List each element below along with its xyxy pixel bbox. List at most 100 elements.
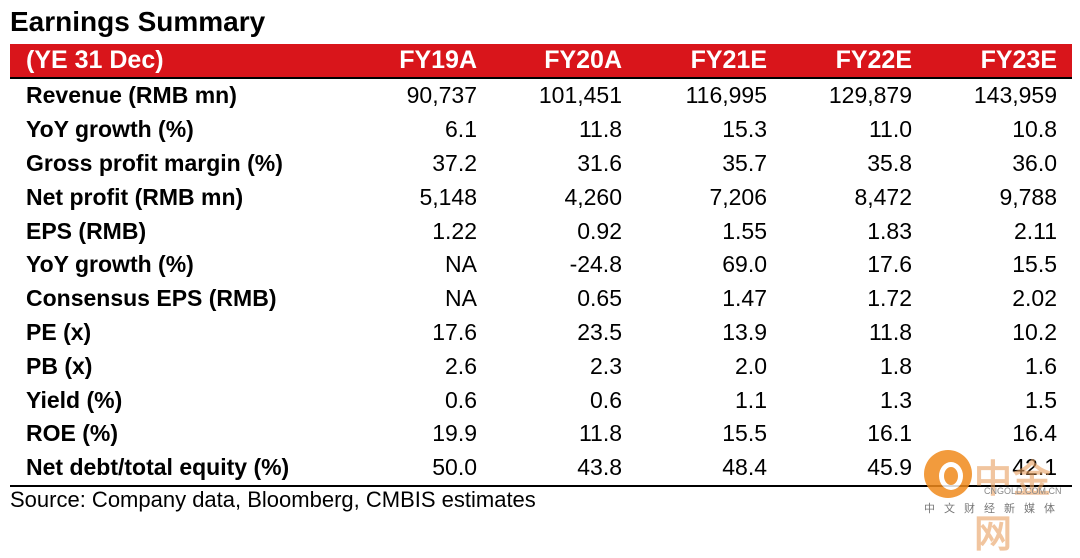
row-label: ROE (%) [26, 420, 118, 447]
row-value: 48.4 [722, 454, 767, 481]
row-value: 11.8 [868, 318, 912, 345]
row-value: NA [445, 285, 477, 312]
row-value: 1.72 [867, 285, 912, 312]
row-label: Net debt/total equity (%) [26, 454, 290, 481]
earnings-table: (YE 31 Dec) FY19A FY20A FY21E FY22E FY23… [10, 44, 1072, 487]
row-value: 0.6 [590, 386, 622, 413]
row-value: 35.8 [867, 149, 912, 176]
row-value: 0.6 [445, 386, 477, 413]
row-value: 1.6 [1025, 352, 1057, 379]
row-value: 11.0 [868, 116, 912, 143]
table-row: Net debt/total equity (%) 50.0 43.8 48.4 45.… [10, 451, 1072, 485]
row-value: 2.3 [590, 352, 622, 379]
row-label: EPS (RMB) [26, 217, 147, 244]
row-value: 16.4 [1012, 420, 1057, 447]
header-cell-period: (YE 31 Dec) [26, 46, 164, 74]
table-row: Net profit (RMB mn) 5,148 4,260 7,206 8,472 9… [10, 180, 1072, 214]
row-label: PE (x) [26, 318, 92, 345]
watermark-logo: 中金网 CNGOLD.COM.CN 中文财经新媒体 [918, 448, 1078, 556]
row-value: -24.8 [569, 251, 622, 278]
table-row: EPS (RMB) 1.22 0.92 1.55 1.83 2.11 [10, 214, 1072, 248]
row-value: 0.65 [577, 285, 622, 312]
table-row: PE (x) 17.6 23.5 13.9 11.8 10.2 [10, 316, 1072, 350]
row-label: Yield (%) [26, 386, 123, 413]
table-title: Earnings Summary [10, 6, 266, 37]
row-label: Revenue (RMB mn) [26, 82, 237, 109]
row-label: Consensus EPS (RMB) [26, 285, 277, 312]
row-value: 19.9 [432, 420, 477, 447]
row-value: 36.0 [1012, 149, 1057, 176]
row-label: YoY growth (%) [26, 116, 194, 143]
row-value: 129,879 [828, 82, 912, 109]
row-value: 1.55 [722, 217, 767, 244]
row-value: 11.8 [578, 116, 622, 143]
row-value: 11.8 [578, 420, 622, 447]
row-value: 15.5 [722, 420, 767, 447]
row-value: 1.22 [432, 217, 477, 244]
table-row: Revenue (RMB mn) 90,737 101,451 116,995 129,… [10, 79, 1072, 113]
row-value: 1.1 [735, 386, 767, 413]
row-value: 69.0 [722, 251, 767, 278]
table-row: ROE (%) 19.9 11.8 15.5 16.1 16.4 [10, 417, 1072, 451]
row-value: 15.3 [722, 116, 767, 143]
watermark-subtitle: 中文财经新媒体 [924, 502, 1064, 515]
row-value: 1.5 [1025, 386, 1057, 413]
row-value: 0.92 [577, 217, 622, 244]
table-row: Consensus EPS (RMB) NA 0.65 1.47 1.72 2.02 [10, 282, 1072, 316]
header-cell-fy23e: FY23E [980, 46, 1057, 74]
row-value: 50.0 [432, 454, 477, 481]
header-cell-fy20a: FY20A [544, 46, 622, 74]
row-value: 116,995 [685, 82, 767, 109]
row-value: 10.8 [1012, 116, 1057, 143]
row-value: 17.6 [867, 251, 912, 278]
row-value: 23.5 [577, 318, 622, 345]
row-label: YoY growth (%) [26, 251, 194, 278]
row-value: 37.2 [432, 149, 477, 176]
row-value: 42.1 [1012, 454, 1057, 481]
header-cell-fy22e: FY22E [835, 46, 912, 74]
row-value: NA [445, 251, 477, 278]
row-value: 8,472 [854, 183, 912, 210]
table-body: Revenue (RMB mn) 90,737 101,451 116,995 129,… [10, 79, 1072, 485]
row-value: 45.9 [867, 454, 912, 481]
header-cell-fy19a: FY19A [399, 46, 477, 74]
row-value: 35.7 [722, 149, 767, 176]
row-label: Gross profit margin (%) [26, 149, 283, 176]
header-cell-fy21e: FY21E [690, 46, 767, 74]
row-value: 6.1 [445, 116, 477, 143]
row-value: 2.02 [1012, 285, 1057, 312]
row-value: 2.11 [1013, 217, 1057, 244]
row-value: 9,788 [999, 183, 1057, 210]
row-value: 1.83 [867, 217, 912, 244]
row-value: 101,451 [538, 82, 622, 109]
row-value: 1.3 [880, 386, 912, 413]
table-row: PB (x) 2.6 2.3 2.0 1.8 1.6 [10, 349, 1072, 383]
table-row: YoY growth (%) NA -24.8 69.0 17.6 15.5 [10, 248, 1072, 282]
source-note: Source: Company data, Bloomberg, CMBIS e… [10, 487, 536, 512]
table-row: Yield (%) 0.6 0.6 1.1 1.3 1.5 [10, 383, 1072, 417]
row-label: PB (x) [26, 352, 93, 379]
table-bottom-rule [10, 484, 1072, 487]
row-value: 13.9 [722, 318, 767, 345]
row-value: 2.6 [445, 352, 477, 379]
row-value: 5,148 [419, 183, 477, 210]
row-label: Net profit (RMB mn) [26, 183, 244, 210]
row-value: 4,260 [564, 183, 622, 210]
row-value: 2.0 [735, 352, 767, 379]
table-row: Gross profit margin (%) 37.2 31.6 35.7 35.8 3… [10, 147, 1072, 181]
table-row: YoY growth (%) 6.1 11.8 15.3 11.0 10.8 [10, 113, 1072, 147]
row-value: 17.6 [432, 318, 477, 345]
row-value: 31.6 [577, 149, 622, 176]
row-value: 7,206 [709, 183, 767, 210]
row-value: 16.1 [867, 420, 912, 447]
table-header-row: (YE 31 Dec) FY19A FY20A FY21E FY22E FY23… [10, 44, 1072, 79]
row-value: 90,737 [406, 82, 477, 109]
row-value: 43.8 [577, 454, 622, 481]
watermark-coin-icon [924, 450, 972, 498]
row-value: 1.47 [722, 285, 767, 312]
row-value: 10.2 [1012, 318, 1057, 345]
row-value: 143,959 [973, 82, 1057, 109]
row-value: 15.5 [1012, 251, 1057, 278]
watermark-url: CNGOLD.COM.CN [984, 486, 1062, 496]
row-value: 1.8 [880, 352, 912, 379]
